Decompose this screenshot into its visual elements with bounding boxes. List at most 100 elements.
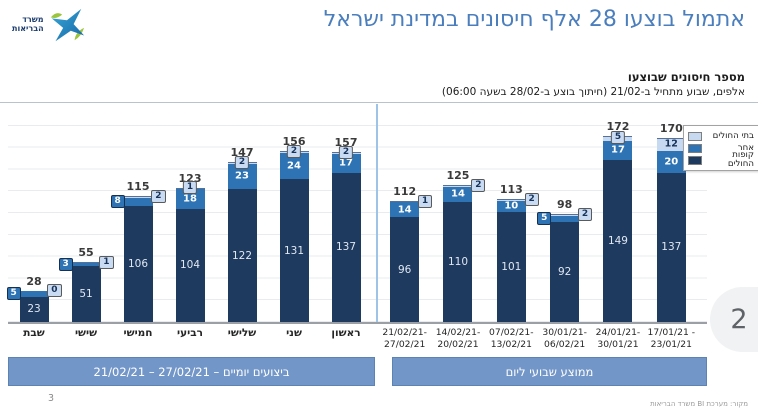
total-label: 112: [393, 185, 417, 199]
other-segment: [656, 150, 686, 173]
x-axis-label: 24/01/21- 30/01/21: [595, 327, 641, 350]
total-label: 157: [334, 135, 358, 149]
other-value: 20: [664, 156, 679, 168]
bar-slot: 55 51 3 1 שישי: [58, 104, 114, 339]
kupot-value: 137: [661, 241, 682, 254]
total-label: 172: [606, 119, 630, 133]
chart-header: מספר חיסונים שבוצעו אלפים, שבוע מתחיל ב-…: [442, 70, 745, 99]
hospitals-value: 1: [99, 255, 114, 269]
kupot-segment: [175, 208, 205, 322]
other-segment: [443, 186, 473, 203]
bar-slot: 125 110 14 2 14/02/21- 20/02/21: [431, 104, 486, 350]
kupot-segment: [227, 189, 257, 322]
x-axis-line: [8, 322, 707, 324]
logo-star-icon: [50, 8, 84, 42]
page-number-text: 2: [730, 304, 748, 335]
stacked-bar: 113 101 10 2: [496, 183, 539, 322]
weekly-group-banner: ממוצע שבועי ליום: [392, 357, 707, 386]
other-value: 3: [58, 257, 73, 271]
stacked-bar: 156 131 24 2: [279, 135, 309, 322]
kupot-segment: [390, 217, 420, 322]
x-axis-label: 14/02/21- 20/02/21: [435, 327, 481, 350]
hospitals-segment: [123, 195, 153, 198]
total-label: 115: [126, 179, 150, 193]
total-label: 113: [499, 182, 523, 196]
total-label: 125: [446, 168, 470, 182]
stacked-bar: 172 149 17 5: [603, 120, 633, 322]
x-axis-label: רביעי: [177, 327, 203, 339]
hospitals-segment: [496, 198, 526, 202]
kupot-value: 51: [79, 288, 93, 301]
hospitals-value: 5: [610, 131, 626, 145]
total-label: 55: [78, 246, 94, 260]
kupot-segment: [331, 172, 361, 322]
other-segment: [496, 201, 526, 212]
logo-line-1: משרד: [22, 15, 44, 24]
stacked-bar: 123 104 18 1: [175, 172, 205, 322]
kupot-value: 137: [335, 241, 357, 254]
chart-plot: 28 23 5 0 שבת 55 51 3 1 שישי 115 106 8 2 חמישי 123 104 18…: [6, 104, 707, 350]
kupot-value: 23: [27, 303, 41, 316]
stacked-bar: 125 110 14 2: [443, 169, 486, 322]
daily-group-banner: ביצועים יומיים – 21/02/21‎ – ‎27/02/21: [8, 357, 375, 386]
bar-slot: 113 101 10 2 07/02/21- 13/02/21: [485, 104, 539, 350]
chart-legend: בתי החולים אחר קופות החולים: [683, 125, 758, 171]
legend-item: קופות החולים: [688, 151, 754, 168]
slide-number: 3: [48, 393, 55, 404]
total-label: 170: [659, 121, 683, 135]
kupot-segment: [123, 206, 153, 322]
header-divider: [0, 102, 758, 103]
kupot-value: 131: [283, 244, 305, 257]
bar-slot: 28 23 5 0 שבת: [6, 104, 62, 339]
bar-slot: 156 131 24 2 שני: [268, 104, 320, 339]
bar-slot: 112 96 14 1 21/02/21- 27/02/21: [378, 104, 433, 350]
total-label: 156: [282, 134, 306, 148]
bar-slot: 170 137 20 12 17/01/21 - 23/01/21: [645, 104, 698, 350]
kupot-segment: [443, 202, 473, 322]
x-axis-label: חמישי: [123, 327, 153, 339]
x-axis-label: 21/02/21- 27/02/21: [382, 327, 427, 350]
total-label: 98: [556, 198, 573, 212]
hospitals-segment: [390, 201, 420, 203]
x-axis-label: שני: [286, 327, 302, 339]
weekly-avg-bars-group: 112 96 14 1 21/02/21- 27/02/21 125 110 14 2 14/02…: [376, 104, 698, 350]
other-value: 23: [235, 170, 249, 182]
other-segment: [123, 197, 153, 207]
other-value: 18: [183, 193, 197, 205]
stacked-bar: 157 137 17 2: [331, 136, 361, 322]
hospitals-value: 2: [286, 144, 302, 158]
hospitals-value: 0: [47, 284, 62, 298]
hospitals-segment: [550, 214, 580, 217]
other-value: 14: [451, 188, 465, 200]
hospitals-value: 2: [338, 146, 354, 160]
bar-slot: 147 122 23 2 שלישי: [216, 104, 268, 339]
kupot-value: 106: [127, 258, 149, 271]
logo-text: משרד הבריאות: [12, 15, 44, 33]
other-segment: [175, 189, 205, 209]
stacked-bar: 98 92 5 2: [537, 198, 593, 322]
stacked-bar: 170 137 20 12: [656, 122, 686, 322]
stacked-bar: 55 51 3 1: [58, 246, 114, 322]
kupot-segment: [19, 296, 49, 322]
hospitals-value: 2: [471, 178, 486, 192]
hospitals-value: 1: [182, 181, 198, 195]
x-axis-label: שישי: [74, 327, 98, 339]
other-value: 8: [110, 195, 125, 209]
chart-subtitle: אלפים, שבוע מתחיל ב-21/02 (חיתוך בוצע ב-…: [441, 85, 745, 98]
other-value: 24: [287, 160, 301, 172]
ministry-of-health-logo: משרד הבריאות: [12, 6, 86, 46]
kupot-value: 149: [607, 234, 628, 247]
daily-bars-group: 28 23 5 0 שבת 55 51 3 1 שישי 115 106 8 2 חמישי 1 23 104 18…: [6, 104, 372, 339]
bar-slot: 115 106 8 2 חמישי: [110, 104, 166, 339]
kupot-segment: [71, 266, 101, 322]
total-label: 28: [26, 275, 42, 289]
other-segment: [19, 291, 49, 297]
kupot-value: 92: [557, 265, 572, 278]
legend-swatch: [688, 131, 702, 141]
kupot-segment: [496, 211, 526, 322]
x-axis-label: שבת: [23, 327, 45, 339]
legend-swatch: [688, 143, 702, 153]
legend-label: בתי החולים: [712, 130, 754, 141]
other-value: 5: [6, 287, 21, 301]
